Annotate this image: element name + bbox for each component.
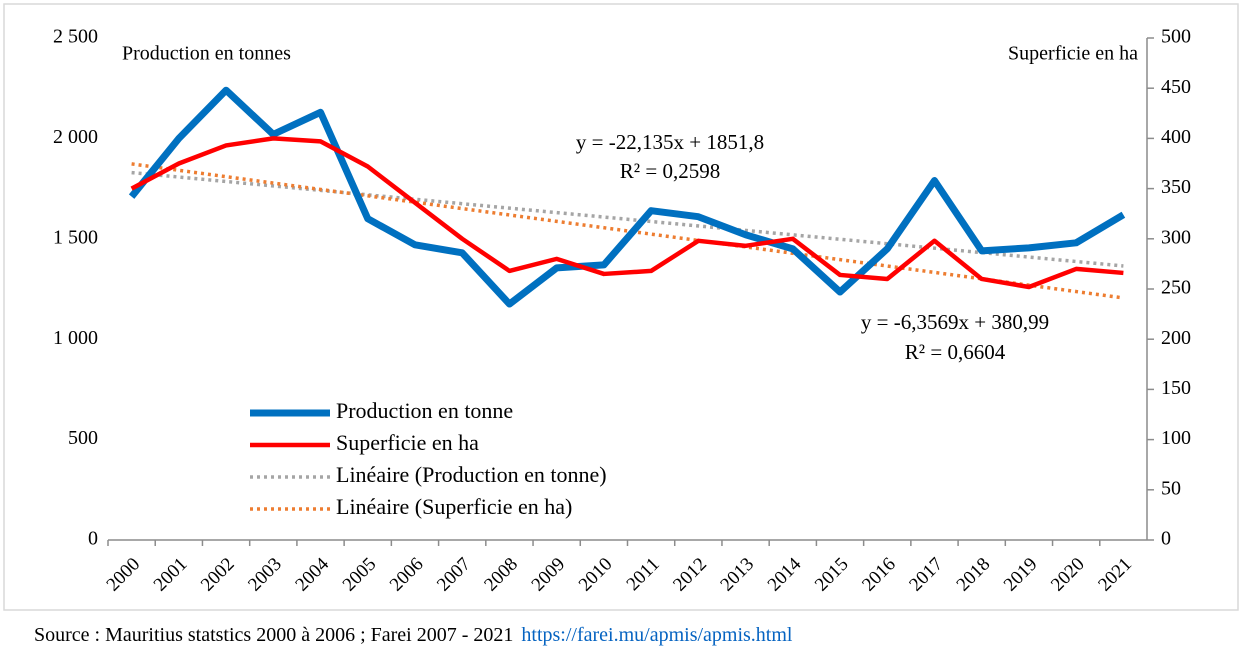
legend-label: Production en tonne [336, 398, 513, 423]
annotation: R² = 0,2598 [620, 159, 720, 183]
x-tick-label: 2008 [480, 554, 522, 596]
annotation: y = -22,135x + 1851,8 [576, 130, 764, 154]
y-tick-label: 0 [88, 528, 98, 550]
annotation: R² = 0,6604 [905, 340, 1006, 364]
y2-tick-label: 250 [1161, 277, 1191, 299]
y-tick-label: 2 500 [53, 26, 98, 48]
x-tick-label: 2016 [858, 554, 900, 596]
y2-tick-label: 450 [1161, 76, 1191, 98]
y2-tick-label: 300 [1161, 226, 1191, 248]
chart-frame [3, 3, 1239, 611]
series-line [128, 86, 1126, 308]
y2-tick-label: 0 [1161, 528, 1171, 550]
y2-tick-label: 400 [1161, 126, 1191, 148]
source-link[interactable]: https://farei.mu/apmis/apmis.html [521, 624, 793, 646]
x-tick-label: 2015 [811, 554, 853, 596]
x-tick-label: 2021 [1094, 554, 1136, 596]
x-tick-label: 2003 [244, 554, 286, 596]
trendline [131, 170, 1124, 268]
y-tick-label: 500 [68, 427, 98, 449]
x-tick-label: 2011 [623, 554, 664, 595]
x-tick-label: 2004 [291, 553, 333, 595]
y2-tick-label: 500 [1161, 26, 1191, 48]
x-tick-label: 2017 [905, 554, 947, 596]
source-text: Source : Mauritius statstics 2000 à 2006… [34, 624, 513, 646]
x-tick-label: 2019 [1000, 554, 1042, 596]
y-axis-title: Production en tonnes [122, 43, 291, 65]
x-tick-label: 2002 [197, 554, 239, 596]
trendline [131, 162, 1124, 300]
x-tick-label: 2013 [716, 554, 758, 596]
y-tick-label: 2 000 [53, 126, 98, 148]
y-tick-label: 1 000 [53, 327, 98, 349]
y-tick-label: 1 500 [53, 226, 98, 248]
source: Source : Mauritius statstics 2000 à 2006… [34, 624, 793, 646]
x-tick-label: 2020 [1047, 554, 1089, 596]
x-tick-label: 2000 [103, 554, 145, 596]
x-tick-label: 2012 [669, 554, 711, 596]
x-tick-label: 2001 [150, 554, 192, 596]
legend-label: Linéaire (Superficie en ha) [336, 494, 572, 519]
x-tick-label: 2018 [953, 554, 995, 596]
series-line [130, 136, 1124, 290]
x-tick-label: 2009 [528, 554, 570, 596]
x-tick-label: 2014 [764, 553, 806, 595]
y2-tick-label: 350 [1161, 176, 1191, 198]
x-tick-label: 2010 [575, 554, 617, 596]
y2-tick-label: 150 [1161, 377, 1191, 399]
x-tick-label: 2005 [339, 554, 381, 596]
legend-label: Superficie en ha [336, 430, 479, 455]
y2-tick-label: 50 [1161, 477, 1181, 499]
x-tick-label: 2006 [386, 554, 428, 596]
y2-tick-label: 200 [1161, 327, 1191, 349]
x-tick-label: 2007 [433, 554, 475, 596]
annotation: y = -6,3569x + 380,99 [861, 310, 1049, 334]
y2-axis-title: Superficie en ha [1008, 43, 1138, 65]
legend-label: Linéaire (Production en tonne) [336, 462, 607, 487]
y2-tick-label: 100 [1161, 427, 1191, 449]
